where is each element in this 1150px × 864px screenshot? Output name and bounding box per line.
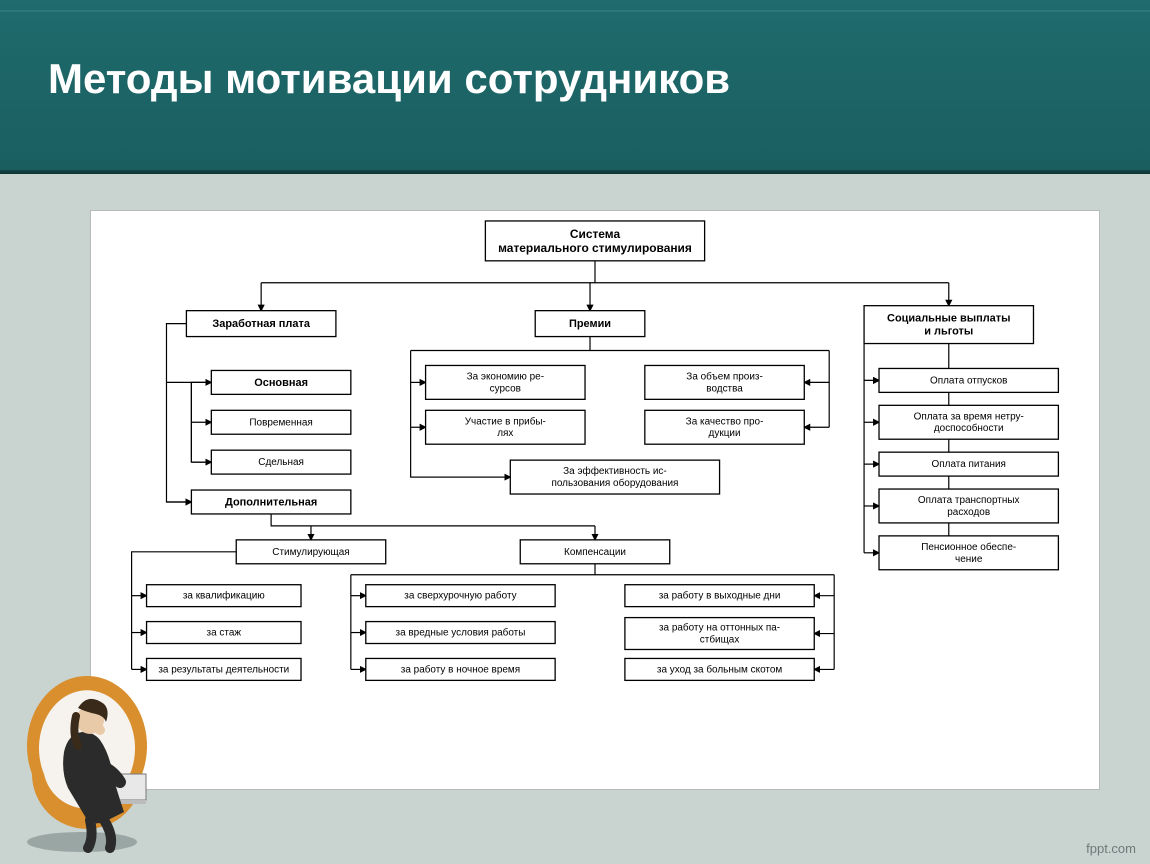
node-bonus: Премии xyxy=(535,311,645,337)
node-label: Оплата за время нетру- xyxy=(914,411,1024,422)
node-label: за квалификацию xyxy=(183,591,265,602)
node-label: за работу в ночное время xyxy=(401,664,520,675)
node-label: доспособности xyxy=(934,423,1004,434)
connector xyxy=(166,324,191,502)
org-chart: Системаматериального стимулирования Зараб… xyxy=(91,211,1099,789)
node-label: Социальные выплаты xyxy=(887,313,1010,325)
node-label: Премии xyxy=(569,318,611,330)
node-label: Оплата отпусков xyxy=(930,375,1007,386)
node-s_food: Оплата питания xyxy=(879,452,1058,476)
node-s_sick: Оплата за время нетру-доспособности xyxy=(879,405,1058,439)
node-root: Системаматериального стимулирования xyxy=(485,221,704,261)
node-label: Пенсионное обеспе- xyxy=(921,542,1016,553)
node-label: за уход за больным скотом xyxy=(657,664,782,675)
node-label: Основная xyxy=(254,377,308,389)
node-label: За эффективность ис- xyxy=(563,466,667,477)
node-b_qual: За качество про-дукции xyxy=(645,410,804,444)
node-label: За объем произ- xyxy=(686,371,762,382)
node-piece: Сдельная xyxy=(211,450,351,474)
node-main: Основная xyxy=(211,370,351,394)
node-b_profit: Участие в прибы-лях xyxy=(426,410,585,444)
header-rule-top xyxy=(0,10,1150,12)
node-c_weekend: за работу в выходные дни xyxy=(625,585,814,607)
node-label: расходов xyxy=(947,507,990,518)
node-label: Сдельная xyxy=(258,457,304,468)
node-label: дукции xyxy=(709,428,741,439)
node-label: Оплата питания xyxy=(932,459,1006,470)
node-label: Заработная плата xyxy=(212,318,310,330)
node-b_econ: За экономию ре-сурсов xyxy=(426,365,585,399)
node-label: пользования оборудования xyxy=(551,478,678,489)
node-label: Компенсации xyxy=(564,547,626,558)
node-stim: Стимулирующая xyxy=(236,540,385,564)
node-addl: Дополнительная xyxy=(191,490,350,514)
node-label: за сверхурочную работу xyxy=(404,591,516,602)
node-comp: Компенсации xyxy=(520,540,669,564)
node-c_otton: за работу на оттонных па-стбищах xyxy=(625,618,814,650)
node-c_cattle: за уход за больным скотом xyxy=(625,658,814,680)
footer-brand: fppt.com xyxy=(1086,841,1136,856)
slide-title: Методы мотивации сотрудников xyxy=(48,55,730,103)
node-label: чение xyxy=(955,554,983,565)
node-s_pens: Пенсионное обеспе-чение xyxy=(879,536,1058,570)
node-c_harm: за вредные условия работы xyxy=(366,622,555,644)
node-label: За качество про- xyxy=(686,416,764,427)
node-label: Оплата транспортных xyxy=(918,495,1020,506)
businesswoman-icon xyxy=(12,624,192,854)
node-label: за вредные условия работы xyxy=(396,628,526,639)
node-social: Социальные выплатыи льготы xyxy=(864,306,1033,344)
node-label: за стаж xyxy=(207,628,242,639)
node-b_vol: За объем произ-водства xyxy=(645,365,804,399)
node-c_over: за сверхурочную работу xyxy=(366,585,555,607)
node-label: За экономию ре- xyxy=(467,371,544,382)
node-label: материального стимулирования xyxy=(498,241,692,255)
node-label: Участие в прибы- xyxy=(465,416,546,427)
node-s_vac: Оплата отпусков xyxy=(879,368,1058,392)
node-label: и льготы xyxy=(924,326,973,338)
node-label: Дополнительная xyxy=(225,496,317,508)
node-label: Стимулирующая xyxy=(272,547,349,558)
node-salary: Заработная плата xyxy=(186,311,335,337)
node-label: Система xyxy=(570,227,621,241)
connector xyxy=(271,514,595,526)
node-label: Повременная xyxy=(249,417,312,428)
node-label: водства xyxy=(706,383,743,394)
node-label: лях xyxy=(497,428,513,439)
node-label: сурсов xyxy=(490,383,521,394)
node-label: за работу на оттонных па- xyxy=(659,623,780,634)
node-label: за работу в выходные дни xyxy=(659,591,781,602)
node-c_night: за работу в ночное время xyxy=(366,658,555,680)
node-st_qual: за квалификацию xyxy=(147,585,301,607)
diagram-panel: Системаматериального стимулирования Зараб… xyxy=(90,210,1100,790)
node-time: Повременная xyxy=(211,410,351,434)
node-b_eff: За эффективность ис-пользования оборудов… xyxy=(510,460,719,494)
node-label: стбищах xyxy=(700,635,740,646)
node-s_trans: Оплата транспортныхрасходов xyxy=(879,489,1058,523)
